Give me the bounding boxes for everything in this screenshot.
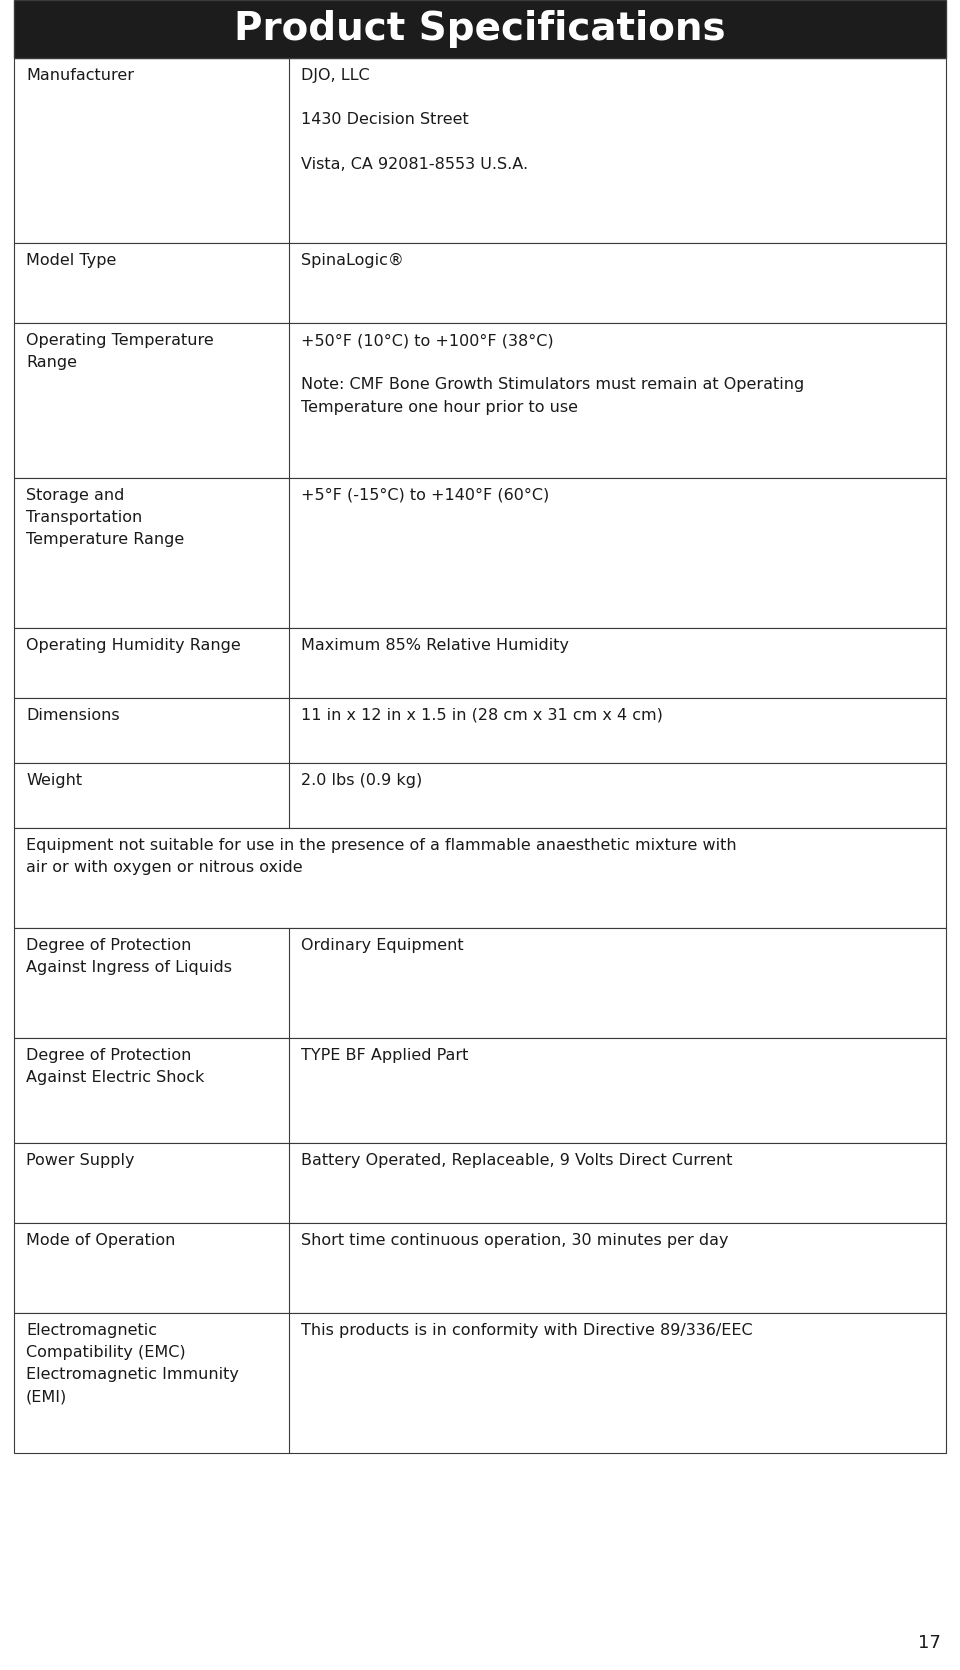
Bar <box>14 1222 946 1313</box>
Text: Dimensions: Dimensions <box>26 708 120 723</box>
Bar <box>14 0 946 58</box>
Text: Model Type: Model Type <box>26 252 116 267</box>
Bar <box>14 1142 946 1222</box>
Text: DJO, LLC

1430 Decision Street

Vista, CA 92081-8553 U.S.A.: DJO, LLC 1430 Decision Street Vista, CA … <box>300 68 528 172</box>
Text: Equipment not suitable for use in the presence of a flammable anaesthetic mixtur: Equipment not suitable for use in the pr… <box>26 838 736 875</box>
Text: Short time continuous operation, 30 minutes per day: Short time continuous operation, 30 minu… <box>300 1232 729 1247</box>
Text: SpinaLogic®: SpinaLogic® <box>300 252 404 267</box>
Bar <box>14 698 946 763</box>
Text: Electromagnetic
Compatibility (EMC)
Electromagnetic Immunity
(EMI): Electromagnetic Compatibility (EMC) Elec… <box>26 1323 239 1404</box>
Text: Manufacturer: Manufacturer <box>26 68 134 84</box>
Bar <box>14 58 946 244</box>
Text: Ordinary Equipment: Ordinary Equipment <box>300 939 464 954</box>
Bar <box>14 322 946 478</box>
Text: Product Specifications: Product Specifications <box>234 10 726 48</box>
Text: This products is in conformity with Directive 89/336/EEC: This products is in conformity with Dire… <box>300 1323 753 1338</box>
Text: Weight: Weight <box>26 773 83 788</box>
Text: +5°F (-15°C) to +140°F (60°C): +5°F (-15°C) to +140°F (60°C) <box>300 488 549 503</box>
Bar <box>14 478 946 628</box>
Text: Degree of Protection
Against Electric Shock: Degree of Protection Against Electric Sh… <box>26 1049 204 1086</box>
Bar <box>14 1313 946 1453</box>
Bar <box>14 1039 946 1142</box>
Text: 2.0 lbs (0.9 kg): 2.0 lbs (0.9 kg) <box>300 773 422 788</box>
Text: 11 in x 12 in x 1.5 in (28 cm x 31 cm x 4 cm): 11 in x 12 in x 1.5 in (28 cm x 31 cm x … <box>300 708 662 723</box>
Text: Degree of Protection
Against Ingress of Liquids: Degree of Protection Against Ingress of … <box>26 939 232 975</box>
Text: 17: 17 <box>918 1633 941 1652</box>
Bar <box>14 929 946 1039</box>
Text: TYPE BF Applied Part: TYPE BF Applied Part <box>300 1049 468 1064</box>
Text: Storage and
Transportation
Temperature Range: Storage and Transportation Temperature R… <box>26 488 184 548</box>
Bar <box>14 628 946 698</box>
Bar <box>14 828 946 929</box>
Text: Mode of Operation: Mode of Operation <box>26 1232 176 1247</box>
Text: Operating Temperature
Range: Operating Temperature Range <box>26 332 214 371</box>
Bar <box>14 244 946 322</box>
Text: Battery Operated, Replaceable, 9 Volts Direct Current: Battery Operated, Replaceable, 9 Volts D… <box>300 1152 732 1167</box>
Text: Maximum 85% Relative Humidity: Maximum 85% Relative Humidity <box>300 638 569 653</box>
Bar <box>14 763 946 828</box>
Text: Power Supply: Power Supply <box>26 1152 134 1167</box>
Text: Operating Humidity Range: Operating Humidity Range <box>26 638 241 653</box>
Text: +50°F (10°C) to +100°F (38°C)

Note: CMF Bone Growth Stimulators must remain at : +50°F (10°C) to +100°F (38°C) Note: CMF … <box>300 332 804 414</box>
